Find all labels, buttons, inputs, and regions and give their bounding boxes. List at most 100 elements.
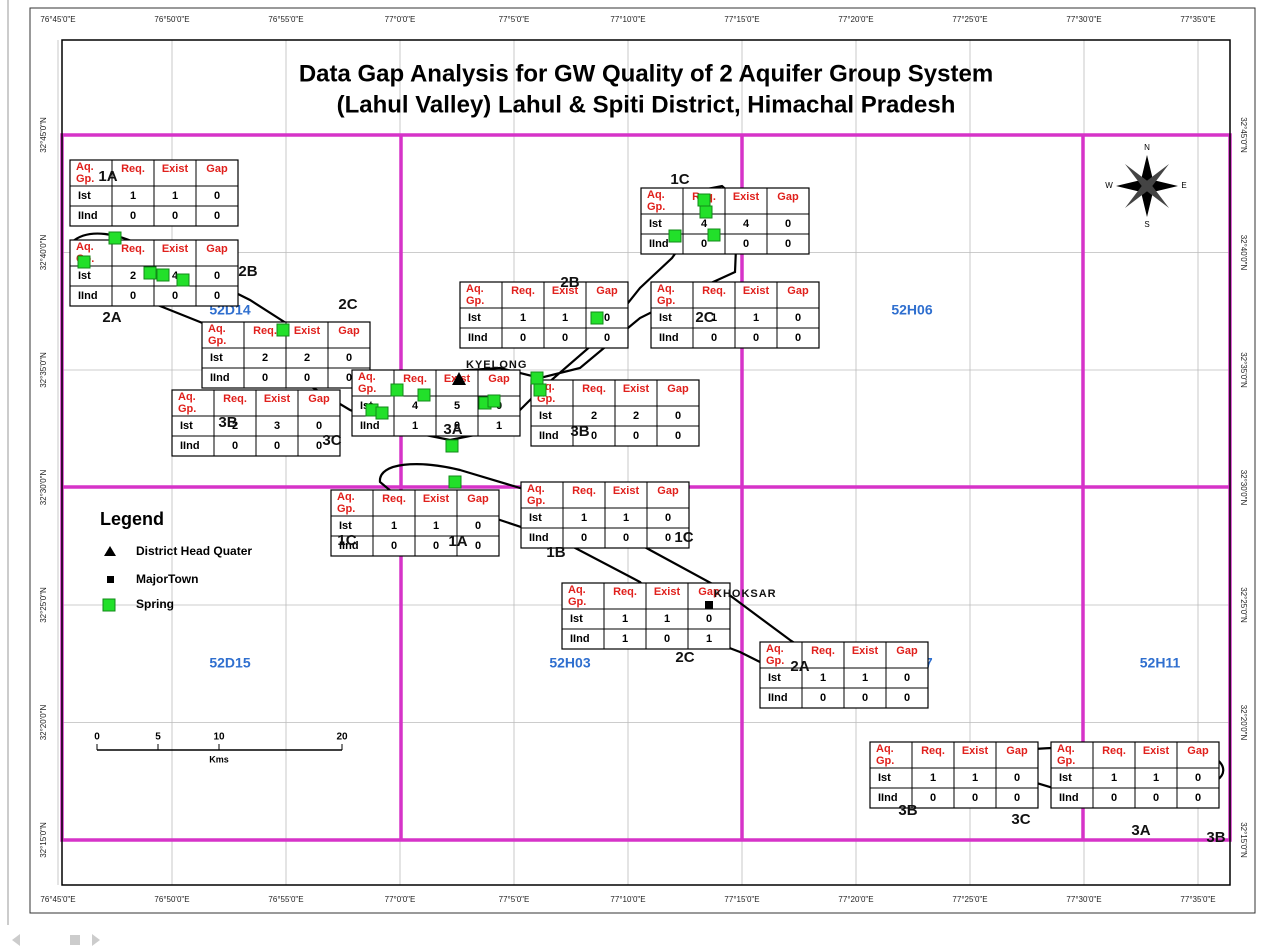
compass-point: [1147, 180, 1178, 192]
table-value: 1: [130, 190, 136, 202]
longitude-label: 77°25'0"E: [952, 15, 987, 24]
spring: [156, 268, 170, 282]
longitude-label: 76°55'0"E: [268, 895, 303, 904]
table-header: Gap: [1187, 745, 1209, 757]
table-header: Gap: [1006, 745, 1028, 757]
longitude-label: 77°15'0"E: [724, 15, 759, 24]
zone-label: 1B: [546, 544, 565, 561]
row-label: IInd: [570, 633, 590, 645]
table-value: 0: [665, 512, 671, 524]
table-value: 4: [172, 270, 179, 282]
table-value: 0: [785, 238, 791, 250]
latitude-label: 32°20'0"N: [39, 704, 48, 740]
markers: KYELONG KHOKSAR: [77, 193, 777, 609]
table-header: Gap: [308, 393, 330, 405]
header-part: Gp.: [466, 295, 484, 307]
row-label: Ist: [1059, 772, 1072, 784]
table-header: Gap: [206, 243, 228, 255]
row-label: IInd: [659, 332, 679, 344]
spring: [699, 205, 713, 219]
zone-label: 2A: [790, 658, 809, 675]
table-header: Exist: [623, 383, 650, 395]
title-line: (Lahul Valley) Lahul & Spiti District, H…: [337, 91, 956, 118]
table-header: Exist: [423, 493, 450, 505]
table-value: 0: [972, 792, 978, 804]
nav-icon[interactable]: [70, 935, 80, 945]
row-label: Ist: [539, 410, 552, 422]
row-label: Ist: [570, 613, 583, 625]
table-value: 1: [433, 520, 439, 532]
row-label: IInd: [649, 238, 669, 250]
table-value: 0: [346, 352, 352, 364]
header-part: Gp.: [527, 495, 545, 507]
table-value: 0: [633, 430, 639, 442]
table-value: 0: [304, 372, 310, 384]
row-label: Ist: [529, 512, 542, 524]
table-value: 0: [1111, 792, 1117, 804]
scale-bar: 0 5 10 20 Kms: [94, 732, 348, 765]
row-label: Ist: [180, 420, 193, 432]
longitude-label: 77°30'0"E: [1066, 895, 1101, 904]
longitude-label: 77°0'0"E: [385, 15, 416, 24]
spring: [390, 383, 404, 397]
table-value: 0: [1153, 792, 1159, 804]
scale-unit: Kms: [209, 754, 229, 764]
compass-label: E: [1181, 181, 1186, 190]
longitude-label: 76°55'0"E: [268, 15, 303, 24]
table-value: 0: [214, 290, 220, 302]
spring: [417, 388, 431, 402]
table-value: 0: [904, 672, 910, 684]
table-value: 0: [1014, 772, 1020, 784]
row-label: IInd: [360, 420, 380, 432]
table-header: Exist: [654, 586, 681, 598]
table-header: Gap: [338, 325, 360, 337]
zone-label: 2C: [695, 309, 714, 326]
tables: Aq.Gp. Req. Exist Gap Ist 1 1 0 IInd 0 0 0 Aq.Gp. Req…: [69, 159, 1226, 846]
table-value: 0: [743, 238, 749, 250]
table-value: 0: [130, 290, 136, 302]
spring: [143, 266, 157, 280]
nav-icon[interactable]: [92, 934, 100, 946]
table-header: Gap: [667, 383, 689, 395]
longitude-label: 77°0'0"E: [385, 895, 416, 904]
table-value: 0: [795, 332, 801, 344]
table-header: Aq.Gp.: [208, 323, 226, 347]
table-value: 0: [862, 692, 868, 704]
legend-label: District Head Quater: [136, 544, 252, 558]
compass-point: [1141, 186, 1153, 217]
place-label: KHOKSAR: [714, 588, 777, 600]
row-label: IInd: [78, 210, 98, 222]
table-value: 0: [520, 332, 526, 344]
table-value: 0: [214, 270, 220, 282]
legend-title: Legend: [100, 509, 164, 529]
table-header: Gap: [896, 645, 918, 657]
outer-frame: [29, 7, 1256, 914]
header-part: Gp.: [657, 295, 675, 307]
table-value: 1: [753, 312, 759, 324]
table-value: 0: [262, 372, 268, 384]
nav-icon[interactable]: [12, 934, 20, 946]
row-label: IInd: [768, 692, 788, 704]
table-value: 2: [633, 410, 639, 422]
table-header: Req.: [253, 325, 277, 337]
header-part: Gp.: [208, 335, 226, 347]
table-header: Req.: [223, 393, 247, 405]
table-header: Aq.Gp.: [358, 371, 376, 395]
longitude-label: 77°10'0"E: [610, 15, 645, 24]
table-value: 0: [172, 290, 178, 302]
table-header: Req.: [382, 493, 406, 505]
table-header: Gap: [657, 485, 679, 497]
header-part: Gp.: [766, 655, 784, 667]
row-label: Ist: [659, 312, 672, 324]
table-value: 5: [454, 400, 460, 412]
spring: [487, 394, 501, 408]
table-header: Req.: [702, 285, 726, 297]
table-value: 1: [711, 312, 717, 324]
spring: [448, 475, 462, 489]
table-value: 0: [675, 430, 681, 442]
table-value: 0: [214, 190, 220, 202]
table-value: 0: [433, 540, 439, 552]
table-header: Exist: [1143, 745, 1170, 757]
longitude-label: 77°25'0"E: [952, 895, 987, 904]
